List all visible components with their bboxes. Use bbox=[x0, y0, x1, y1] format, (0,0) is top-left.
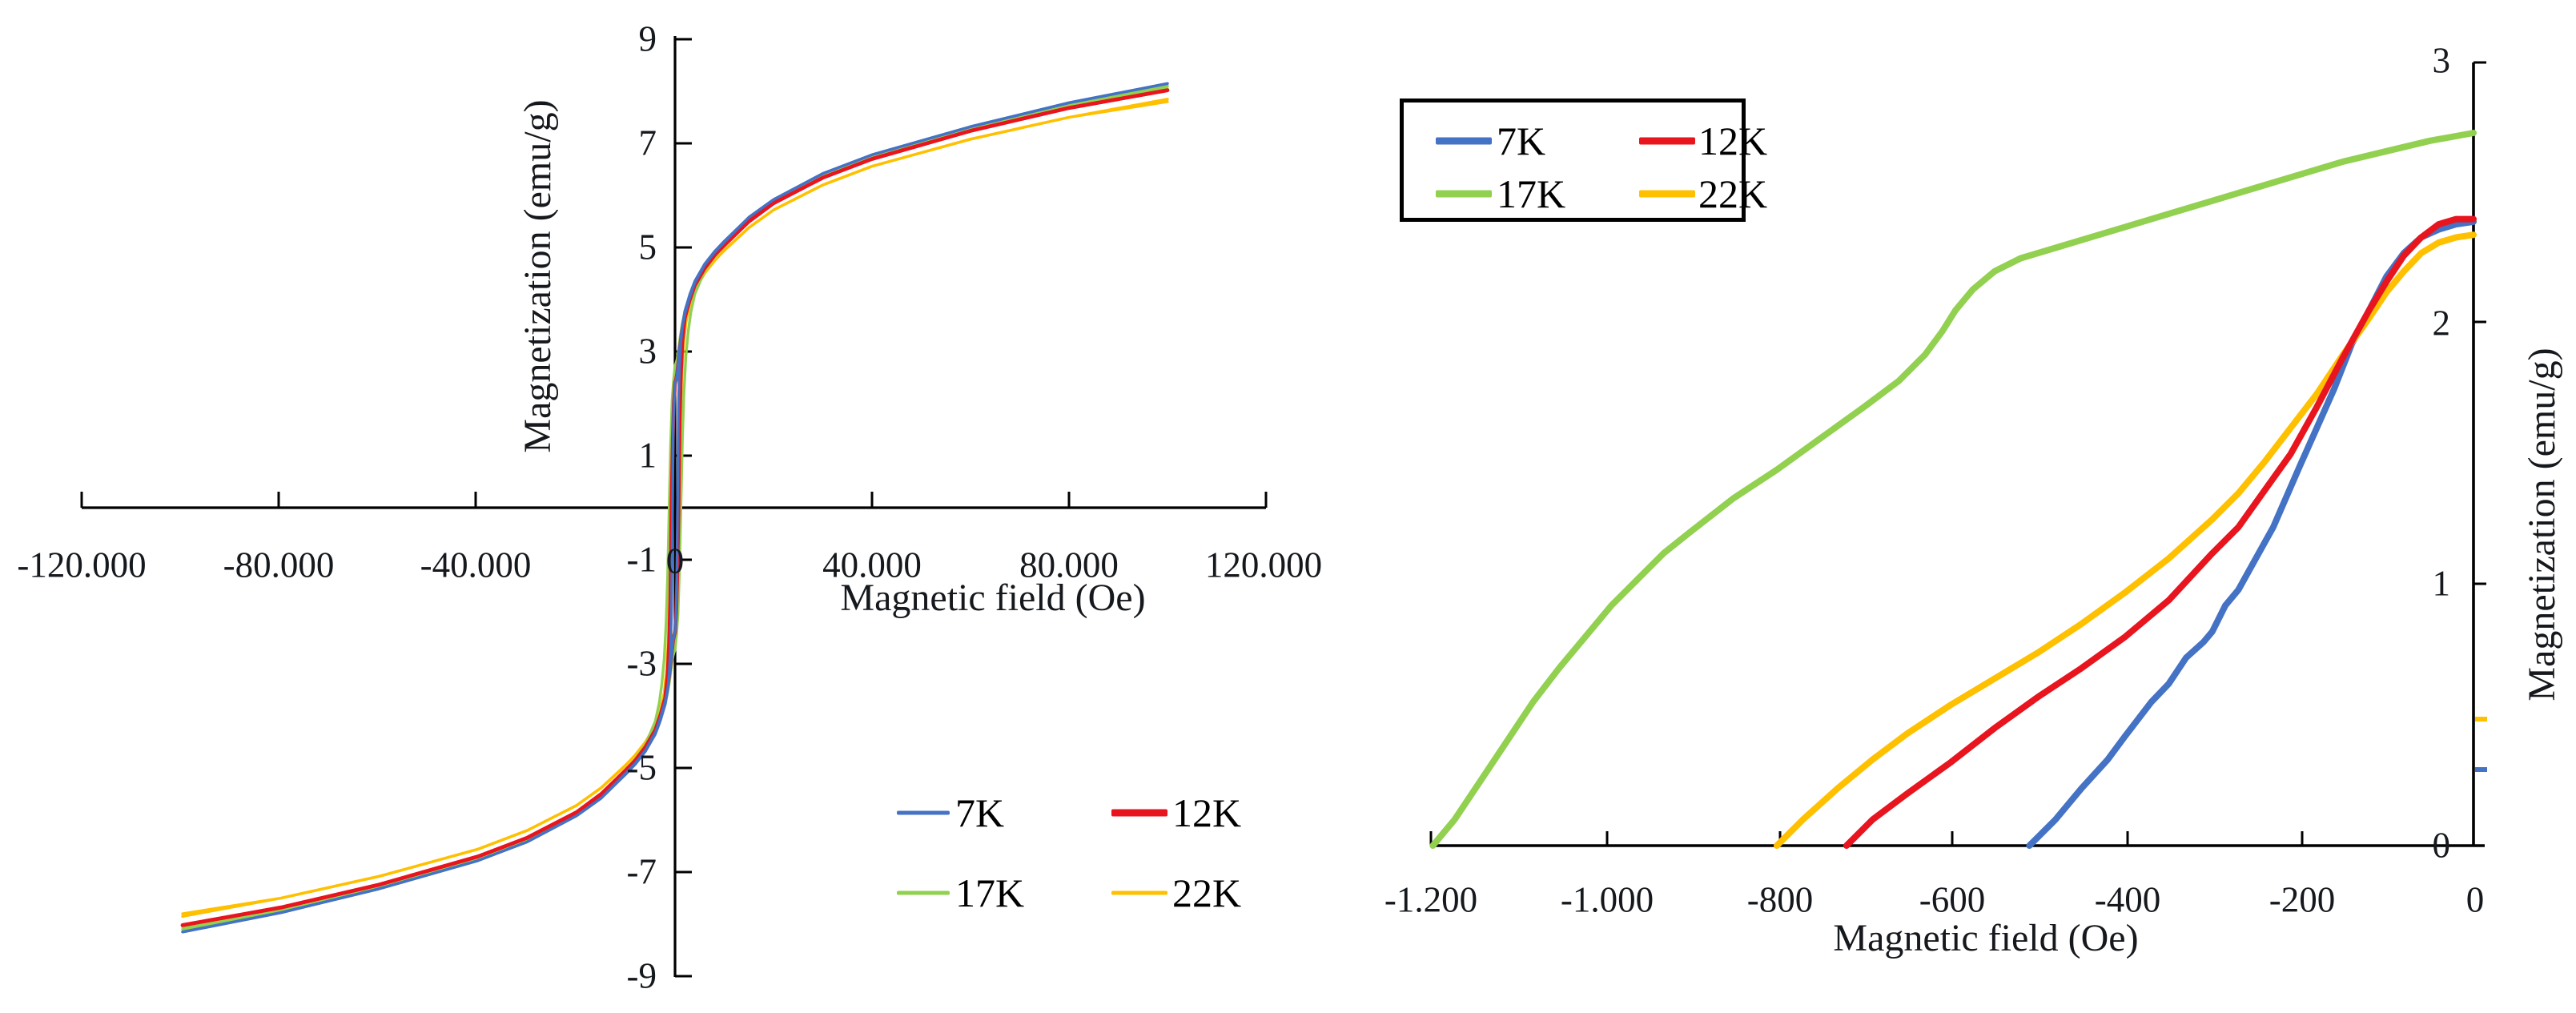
right-x-axis-title: Magnetic field (Oe) bbox=[1833, 917, 2139, 959]
legend-swatch-12k bbox=[1639, 137, 1695, 145]
curve-12k bbox=[1843, 215, 2477, 849]
legend-swatch-7k bbox=[1436, 137, 1492, 145]
left-y-tick-label: 3 bbox=[638, 331, 657, 372]
right-y-tick-label: 1 bbox=[2432, 563, 2451, 604]
right-x-tick-label: -600 bbox=[1919, 879, 1986, 920]
legend-label-22k: 22K bbox=[1698, 171, 1768, 216]
left-chart-series bbox=[180, 82, 1170, 934]
left-y-tick-label: -7 bbox=[626, 851, 657, 892]
right-x-tick-label: -1.200 bbox=[1384, 879, 1478, 920]
left-x-tick-label: -80.000 bbox=[223, 545, 335, 585]
legend-label-7k: 7K bbox=[1497, 119, 1546, 163]
legend-label-17k: 17K bbox=[1497, 171, 1566, 216]
left-x-tick-label: -40.000 bbox=[420, 545, 532, 585]
legend-swatch-17k bbox=[897, 890, 950, 895]
legend-swatch-12k bbox=[1111, 809, 1167, 817]
right-x-tick-label: -200 bbox=[2269, 879, 2336, 920]
legend-swatch-22k bbox=[1111, 890, 1167, 895]
right-y-tick-label: 3 bbox=[2432, 40, 2451, 81]
curve-17k bbox=[1429, 130, 2477, 849]
right-x-tick-label: -800 bbox=[1746, 879, 1814, 920]
right-x-tick-label: -1.000 bbox=[1560, 879, 1654, 920]
left-y-axis-title: Magnetization (emu/g) bbox=[516, 99, 559, 453]
left-x-tick-label: 40.000 bbox=[822, 545, 922, 585]
legend-label-12k: 12K bbox=[1698, 119, 1768, 163]
right-y-axis-title: Magnetization (emu/g) bbox=[2521, 348, 2563, 701]
legend-label-12k: 12K bbox=[1172, 790, 1242, 835]
left-y-tick-label: 7 bbox=[638, 123, 657, 163]
left-x-tick-label: -120.000 bbox=[17, 545, 147, 585]
left-x-tick-label: 80.000 bbox=[1019, 545, 1119, 585]
left-y-tick-label: -9 bbox=[626, 955, 657, 996]
legend-swatch-7k bbox=[897, 810, 950, 815]
left-x-origin-label: 0 bbox=[665, 541, 685, 581]
curve-7k bbox=[2026, 218, 2477, 849]
legend-label-22k: 22K bbox=[1172, 870, 1242, 915]
left-y-tick-label: -1 bbox=[626, 539, 657, 580]
left-y-tick-label: 5 bbox=[638, 227, 657, 267]
right-x-tick-label: -400 bbox=[2094, 879, 2161, 920]
curve-7k bbox=[181, 82, 1169, 934]
left-x-tick-label: 120.000 bbox=[1204, 545, 1323, 585]
left-y-tick-label: -5 bbox=[626, 747, 657, 788]
right-y-tick-label: 0 bbox=[2432, 825, 2451, 866]
left-y-tick-label: 1 bbox=[638, 435, 657, 476]
left-x-axis-title: Magnetic field (Oe) bbox=[840, 577, 1146, 619]
right-legend-box bbox=[1400, 98, 1746, 222]
legend-swatch-17k bbox=[1436, 190, 1492, 198]
left-y-tick-label: -3 bbox=[626, 643, 657, 684]
right-chart-series bbox=[1429, 130, 2487, 849]
legend-label-17k: 17K bbox=[955, 870, 1025, 915]
left-y-tick-label: 9 bbox=[638, 18, 657, 59]
legend-swatch-22k bbox=[1639, 190, 1695, 198]
right-x-tick-label: 0 bbox=[2465, 879, 2485, 920]
curve-22k bbox=[1774, 231, 2477, 849]
right-y-tick-label: 2 bbox=[2432, 303, 2451, 344]
legend-label-7k: 7K bbox=[955, 790, 1005, 835]
